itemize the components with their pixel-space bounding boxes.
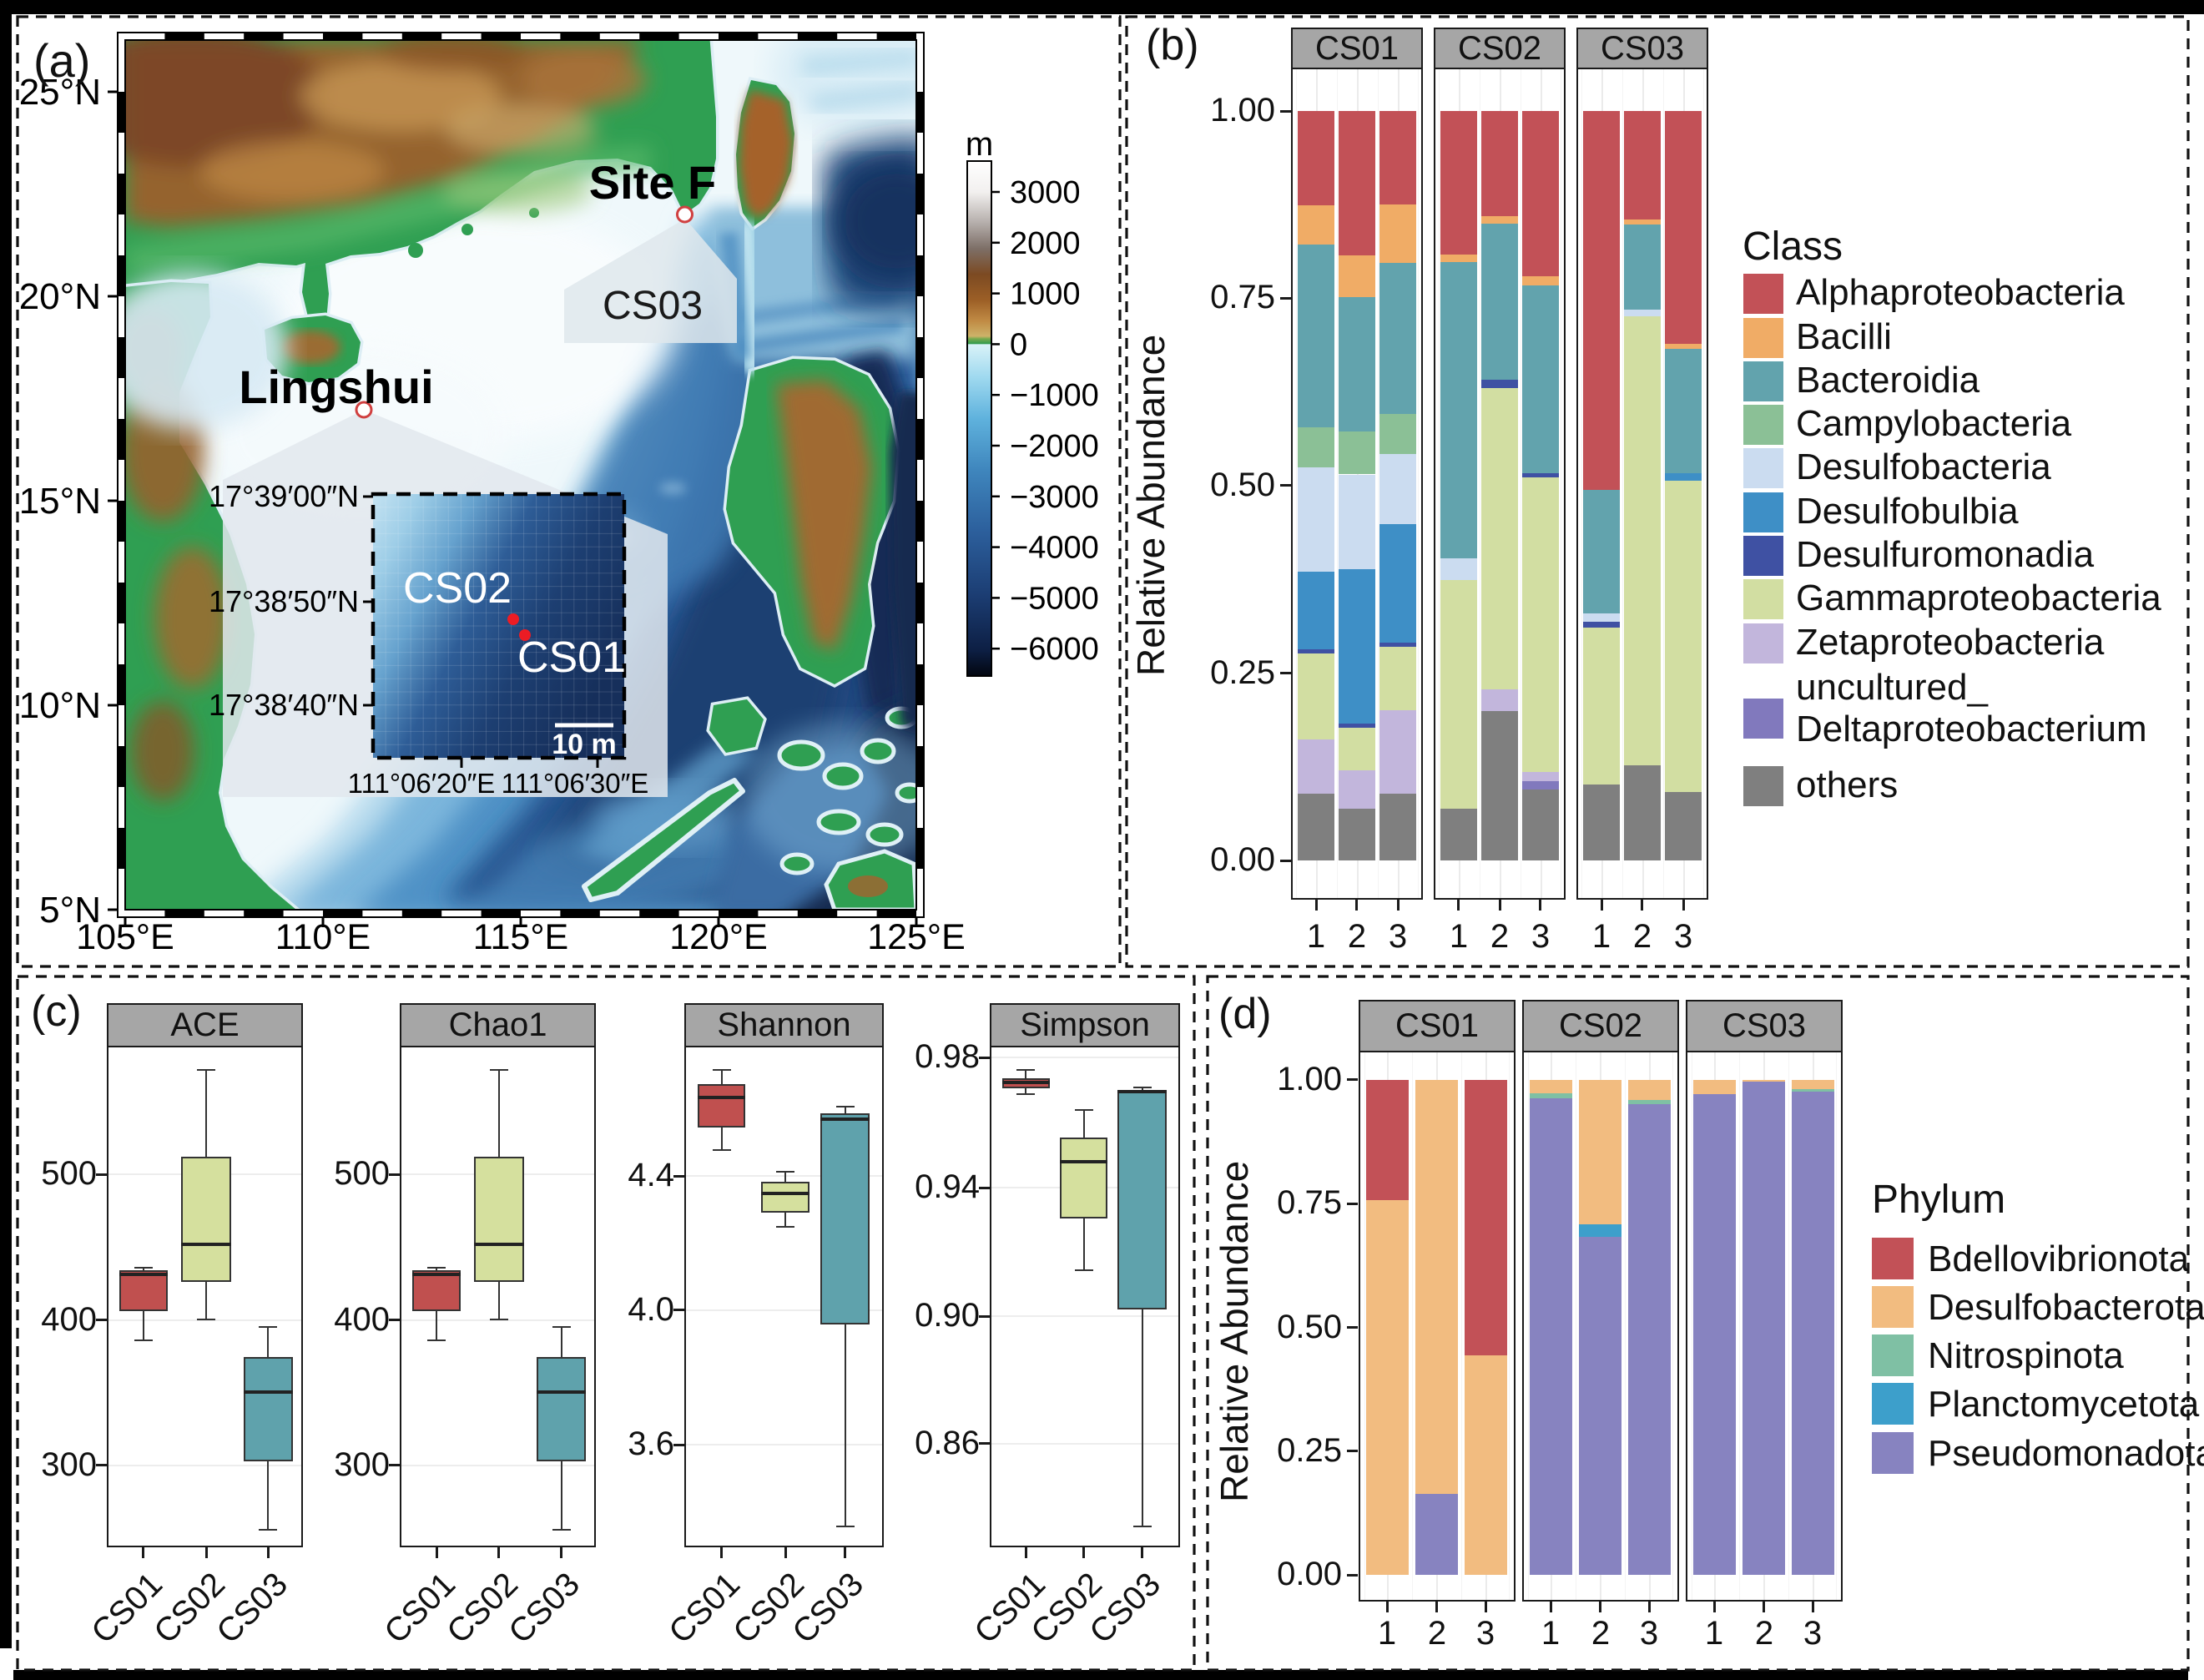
svg-text:3000: 3000	[1010, 175, 1081, 210]
svg-text:120°E: 120°E	[669, 917, 768, 957]
svg-text:Site F: Site F	[589, 156, 716, 209]
svg-text:105°E: 105°E	[76, 917, 174, 957]
svg-text:10 m: 10 m	[552, 729, 617, 760]
svg-text:115°E: 115°E	[473, 917, 568, 957]
svg-text:110°E: 110°E	[275, 917, 371, 957]
svg-text:25°N: 25°N	[19, 72, 101, 113]
svg-text:−6000: −6000	[1010, 632, 1099, 667]
svg-text:−1000: −1000	[1010, 378, 1099, 413]
svg-text:17°38′40″N: 17°38′40″N	[209, 688, 359, 722]
svg-text:CS01: CS01	[517, 633, 626, 682]
svg-text:−4000: −4000	[1010, 531, 1099, 566]
svg-text:−2000: −2000	[1010, 429, 1099, 464]
svg-text:m: m	[966, 126, 993, 163]
svg-text:2000: 2000	[1010, 226, 1081, 261]
svg-text:CS02: CS02	[403, 564, 512, 613]
svg-text:1000: 1000	[1010, 277, 1081, 312]
svg-text:Lingshui: Lingshui	[239, 361, 433, 413]
svg-text:111°06′30″E: 111°06′30″E	[502, 768, 649, 799]
svg-text:17°38′50″N: 17°38′50″N	[209, 584, 359, 618]
svg-text:−5000: −5000	[1010, 581, 1099, 616]
svg-text:17°39′00″N: 17°39′00″N	[209, 479, 359, 513]
svg-text:5°N: 5°N	[39, 890, 101, 931]
svg-text:15°N: 15°N	[19, 481, 101, 522]
svg-text:−3000: −3000	[1010, 480, 1099, 515]
svg-text:CS03: CS03	[603, 284, 703, 328]
svg-text:111°06′20″E: 111°06′20″E	[348, 768, 496, 799]
svg-text:125°E: 125°E	[867, 917, 966, 957]
svg-text:0: 0	[1010, 327, 1027, 362]
svg-text:20°N: 20°N	[19, 276, 101, 317]
svg-text:10°N: 10°N	[19, 685, 101, 726]
